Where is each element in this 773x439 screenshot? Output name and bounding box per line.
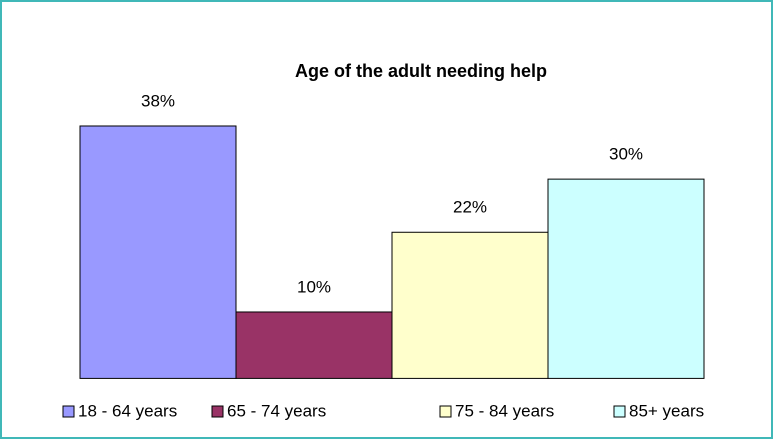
legend-label: 18 - 64 years (78, 401, 177, 420)
legend-marker (439, 405, 452, 418)
legend-marker (211, 405, 224, 418)
value-label: 30% (609, 145, 643, 164)
bar (547, 178, 705, 379)
bar (391, 231, 549, 379)
legend-marker (62, 405, 75, 418)
bar (235, 311, 393, 379)
bar (79, 125, 237, 379)
legend-label: 65 - 74 years (227, 401, 326, 420)
legend-marker (613, 405, 626, 418)
value-label: 10% (297, 277, 331, 296)
legend-label: 85+ years (629, 401, 704, 420)
value-label: 22% (453, 198, 487, 217)
value-label: 38% (141, 91, 175, 110)
legend-label: 75 - 84 years (455, 401, 554, 420)
chart-title: Age of the adult needing help (295, 61, 547, 81)
